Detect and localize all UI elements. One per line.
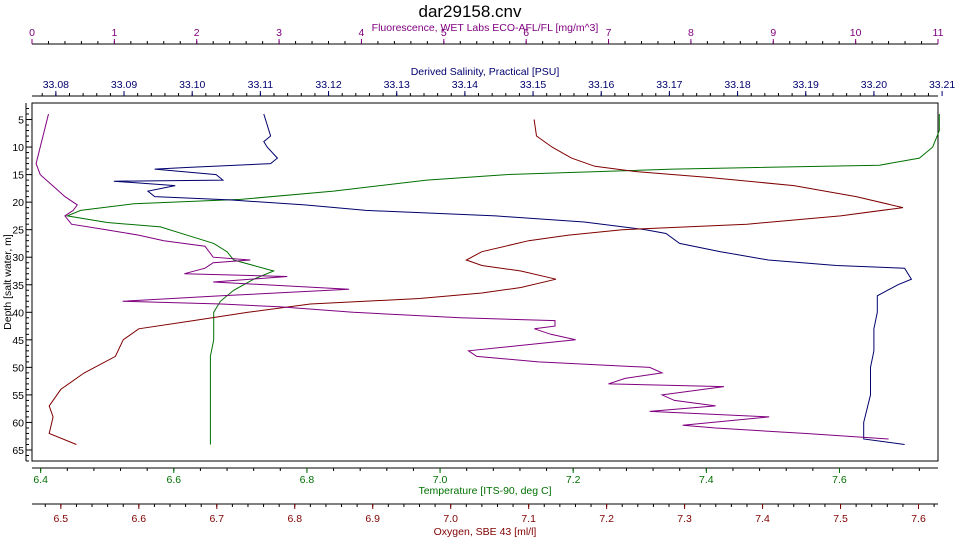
fluorescence-tick-label: 9 (770, 27, 776, 39)
plot-frame (31, 102, 939, 462)
depth-tick-label: 55 (12, 390, 24, 402)
chart-title: dar29158.cnv (418, 2, 522, 21)
fluorescence-axis-title: Fluorescence, WET Labs ECO-AFL/FL [mg/m^… (372, 22, 599, 34)
salinity-tick-label: 33.16 (588, 79, 614, 91)
oxygen-tick-label: 6.6 (132, 513, 147, 525)
temperature-tick-label: 6.6 (166, 474, 181, 486)
oxygen-axis-title: Oxygen, SBE 43 [ml/l] (434, 526, 537, 538)
oxygen-tick-label: 6.9 (365, 513, 380, 525)
oxygen-tick-label: 6.7 (209, 513, 224, 525)
salinity-tick-label: 33.08 (43, 79, 69, 91)
temperature-tick-label: 7.4 (699, 474, 714, 486)
oxygen-tick-label: 7.6 (911, 513, 926, 525)
fluorescence-tick-label: 3 (276, 27, 282, 39)
salinity-tick-label: 33.15 (520, 79, 546, 91)
oxygen-tick-label: 7.3 (677, 513, 692, 525)
fluorescence-axis: Fluorescence, WET Labs ECO-AFL/FL [mg/m^… (29, 22, 944, 45)
fluorescence-tick-label: 5 (441, 27, 447, 39)
depth-tick-label: 40 (12, 307, 24, 319)
axes-layer: Fluorescence, WET Labs ECO-AFL/FL [mg/m^… (2, 22, 955, 538)
oxygen-tick-label: 7.5 (833, 513, 848, 525)
salinity-tick-label: 33.18 (724, 79, 750, 91)
fluorescence-tick-label: 8 (688, 27, 694, 39)
fluorescence-tick-label: 10 (850, 27, 862, 39)
depth-tick-label: 60 (12, 417, 24, 429)
salinity-tick-label: 33.09 (111, 79, 137, 91)
temperature-tick-label: 7.0 (433, 474, 448, 486)
depth-tick-label: 5 (18, 115, 24, 127)
salinity-tick-label: 33.17 (656, 79, 682, 91)
oxygen-tick-label: 6.5 (54, 513, 69, 525)
salinity-tick-label: 33.12 (315, 79, 341, 91)
oxygen-profile-line (48, 119, 904, 445)
temperature-profile-line (65, 114, 940, 445)
oxygen-tick-label: 7.1 (521, 513, 536, 525)
fluorescence-tick-label: 0 (29, 27, 35, 39)
depth-tick-label: 50 (12, 362, 24, 374)
temperature-axis: Temperature [ITS-90, deg C] 6.4 6.6 6.8 7.0 7… (32, 467, 938, 497)
salinity-tick-label: 33.20 (861, 79, 887, 91)
fluorescence-tick-label: 11 (933, 27, 944, 39)
salinity-tick-label: 33.13 (384, 79, 410, 91)
temperature-tick-label: 7.6 (832, 474, 847, 486)
oxygen-tick-label: 7.4 (755, 513, 770, 525)
fluorescence-tick-label: 6 (523, 27, 529, 39)
depth-tick-label: 15 (12, 170, 24, 182)
depth-tick-label: 30 (12, 252, 24, 264)
fluorescence-tick-label: 1 (111, 27, 117, 39)
oxygen-axis: Oxygen, SBE 43 [ml/l] 6.5 6.6 6.7 6.8 6.9 7.0 7… (32, 503, 938, 538)
fluorescence-tick-label: 2 (194, 27, 200, 39)
salinity-tick-label: 33.11 (248, 79, 274, 91)
temperature-tick-label: 6.4 (33, 474, 48, 486)
salinity-tick-label: 33.14 (452, 79, 478, 91)
salinity-tick-label: 33.19 (793, 79, 819, 91)
temperature-tick-label: 7.2 (566, 474, 581, 486)
depth-axis: 5 10 15 20 25 30 35 40 45 50 55 60 65 Depth [salt wat… (2, 103, 32, 462)
depth-tick-label: 20 (12, 197, 24, 209)
salinity-axis-title: Derived Salinity, Practical [PSU] (411, 66, 560, 78)
fluorescence-tick-label: 4 (359, 27, 365, 39)
depth-axis-title: Depth [salt water, m] (2, 234, 14, 330)
oxygen-tick-label: 7.2 (599, 513, 614, 525)
series-layer (35, 113, 940, 445)
salinity-profile-line (113, 113, 913, 445)
temperature-axis-title: Temperature [ITS-90, deg C] (418, 485, 551, 497)
salinity-tick-label: 33.21 (929, 79, 955, 91)
depth-tick-label: 65 (12, 445, 24, 457)
salinity-axis: Derived Salinity, Practical [PSU] 33.08 33… (32, 66, 955, 97)
oxygen-tick-label: 6.8 (287, 513, 302, 525)
salinity-tick-label: 33.10 (179, 79, 205, 91)
depth-tick-label: 35 (12, 280, 24, 292)
oxygen-tick-label: 7.0 (443, 513, 458, 525)
temperature-tick-label: 6.8 (300, 474, 315, 486)
depth-tick-label: 10 (12, 142, 24, 154)
fluorescence-profile-line (35, 113, 889, 440)
depth-tick-label: 45 (12, 335, 24, 347)
depth-tick-label: 25 (12, 225, 24, 237)
fluorescence-tick-label: 7 (606, 27, 612, 39)
